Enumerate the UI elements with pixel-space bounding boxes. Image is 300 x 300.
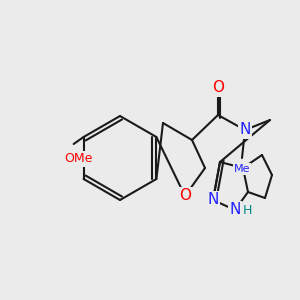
Text: Me: Me (234, 164, 250, 174)
Text: N: N (207, 193, 219, 208)
Text: O: O (212, 80, 224, 95)
Text: OMe: OMe (64, 152, 93, 166)
Text: N: N (229, 202, 241, 217)
Text: N: N (239, 122, 251, 137)
Text: H: H (242, 203, 252, 217)
Text: O: O (179, 188, 191, 203)
